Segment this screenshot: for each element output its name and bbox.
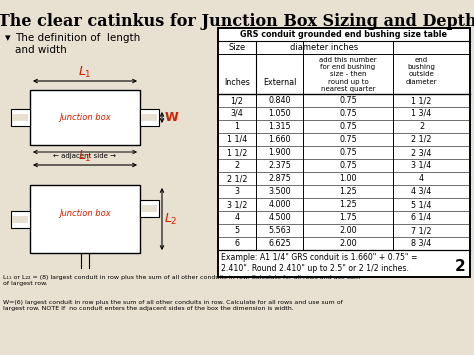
Text: 2 1/2: 2 1/2	[227, 174, 247, 183]
Text: Example: A1 1/4" GRS conduit is 1.660" + 0.75" =: Example: A1 1/4" GRS conduit is 1.660" +…	[221, 253, 418, 262]
Text: 5.563: 5.563	[268, 226, 291, 235]
Text: diameter inches: diameter inches	[291, 43, 359, 52]
Text: 1.660: 1.660	[268, 135, 291, 144]
Bar	[12, 114, 28, 121]
Text: 1.050: 1.050	[268, 109, 291, 118]
Text: 3 1/2: 3 1/2	[227, 200, 247, 209]
Text: 4.000: 4.000	[268, 200, 291, 209]
Text: 1/2: 1/2	[230, 96, 244, 105]
Text: Junction box: Junction box	[59, 113, 111, 122]
Text: W: W	[165, 111, 179, 124]
Text: 4: 4	[235, 213, 239, 222]
Bar	[140, 109, 159, 126]
Text: 1.900: 1.900	[268, 148, 291, 157]
Text: 1.75: 1.75	[339, 213, 357, 222]
Text: The definition of  length
and width: The definition of length and width	[15, 33, 140, 55]
Text: 2.875: 2.875	[268, 174, 291, 183]
Text: 2: 2	[455, 259, 466, 274]
Text: 1 1/4: 1 1/4	[227, 135, 247, 144]
Text: External: External	[263, 78, 296, 87]
Text: 0.840: 0.840	[268, 96, 291, 105]
Text: end
bushing
outside
diameter: end bushing outside diameter	[406, 57, 437, 85]
Text: 3: 3	[235, 187, 239, 196]
Text: 8 3/4: 8 3/4	[411, 239, 432, 248]
Bar	[12, 215, 28, 223]
Text: $L_1$: $L_1$	[78, 65, 92, 80]
Text: The clear catinkus for Junction Box Sizing and Depth: The clear catinkus for Junction Box Sizi…	[0, 13, 474, 30]
Text: 1.25: 1.25	[339, 187, 357, 196]
Text: $L_1$: $L_1$	[78, 149, 92, 164]
Text: 4: 4	[419, 174, 424, 183]
Text: 6.625: 6.625	[268, 239, 291, 248]
Text: 1.00: 1.00	[339, 174, 357, 183]
Bar	[30, 90, 140, 145]
Bar	[141, 205, 157, 212]
Bar	[218, 28, 470, 277]
Text: 0.75: 0.75	[339, 109, 357, 118]
Text: 1 1/2: 1 1/2	[227, 148, 247, 157]
Text: 3 1/4: 3 1/4	[411, 161, 432, 170]
Text: 6 1/4: 6 1/4	[411, 213, 432, 222]
Text: 1 3/4: 1 3/4	[411, 109, 432, 118]
Text: Size: Size	[228, 43, 246, 52]
Text: Junction box: Junction box	[59, 209, 111, 218]
Bar	[140, 200, 159, 217]
Text: add this number
for end bushing
size - then
round up to
nearest quarter: add this number for end bushing size - t…	[319, 57, 377, 92]
Text: W=(6) largest conduit in row plus the sum of all other conduits in row. Calculat: W=(6) largest conduit in row plus the su…	[3, 300, 343, 311]
Text: 3.500: 3.500	[268, 187, 291, 196]
Text: 2 3/4: 2 3/4	[411, 148, 432, 157]
Text: 0.75: 0.75	[339, 161, 357, 170]
Text: 4.500: 4.500	[268, 213, 291, 222]
Text: GRS conduit grounded end bushing size table: GRS conduit grounded end bushing size ta…	[240, 30, 447, 39]
Text: 0.75: 0.75	[339, 96, 357, 105]
Text: $L_2$: $L_2$	[164, 212, 178, 226]
Text: 2.00: 2.00	[339, 226, 357, 235]
Text: 1.25: 1.25	[339, 200, 357, 209]
Text: 2.00: 2.00	[339, 239, 357, 248]
Text: 5 1/4: 5 1/4	[411, 200, 432, 209]
Text: 2: 2	[235, 161, 239, 170]
Text: ← adjacent side →: ← adjacent side →	[54, 153, 117, 159]
Bar	[11, 211, 30, 228]
Text: 3/4: 3/4	[231, 109, 243, 118]
Text: 5: 5	[235, 226, 239, 235]
Text: 6: 6	[235, 239, 239, 248]
Text: 1.315: 1.315	[268, 122, 291, 131]
Text: 2 1/2: 2 1/2	[411, 135, 432, 144]
Text: 2.375: 2.375	[268, 161, 291, 170]
Text: L₁₁ or L₂₂ = (8) largest conduit in row plus the sum of all other conduits in ro: L₁₁ or L₂₂ = (8) largest conduit in row …	[3, 275, 360, 286]
Text: 1 1/2: 1 1/2	[411, 96, 432, 105]
Text: Inches: Inches	[224, 78, 250, 87]
Text: 1: 1	[235, 122, 239, 131]
Bar	[218, 28, 470, 277]
Text: 4 3/4: 4 3/4	[411, 187, 432, 196]
Bar	[141, 114, 157, 121]
Text: 0.75: 0.75	[339, 148, 357, 157]
Text: 2: 2	[419, 122, 424, 131]
Text: 0.75: 0.75	[339, 135, 357, 144]
Bar	[30, 185, 140, 253]
Text: 0.75: 0.75	[339, 122, 357, 131]
Text: 7 1/2: 7 1/2	[411, 226, 432, 235]
Text: ▾: ▾	[5, 33, 10, 43]
Bar	[11, 109, 30, 126]
Text: 2.410". Round 2.410" up to 2.5" or 2 1/2 inches.: 2.410". Round 2.410" up to 2.5" or 2 1/2…	[221, 264, 409, 273]
